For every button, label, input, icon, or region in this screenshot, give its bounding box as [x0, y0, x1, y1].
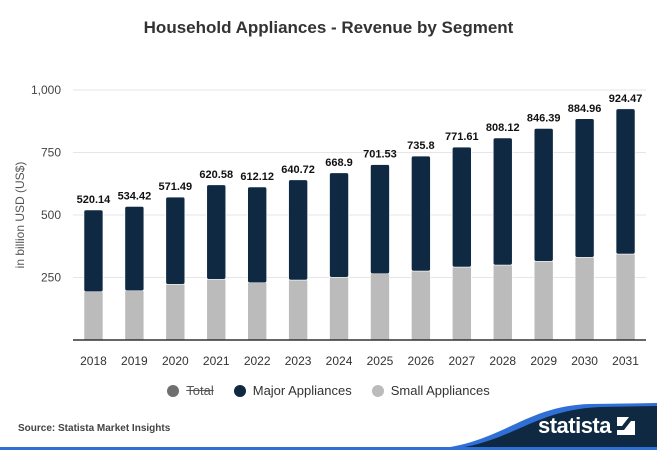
bar-major-appliances-2019[interactable]	[124, 206, 145, 292]
total-label-2027: 771.61	[445, 131, 479, 143]
total-label-2018: 520.14	[77, 194, 112, 206]
y-tick-label: 1,000	[31, 83, 61, 97]
total-label-2031: 924.47	[609, 93, 643, 105]
y-tick-label: 500	[41, 208, 61, 222]
legend-dot-major-appliances	[233, 384, 246, 397]
bar-small-appliances-2020[interactable]	[165, 283, 186, 341]
legend-dot-small-appliances	[371, 384, 384, 397]
x-tick-label-2027: 2027	[448, 354, 475, 368]
bar-small-appliances-2029[interactable]	[533, 260, 554, 341]
brand-name: statista	[537, 413, 612, 438]
y-tick-label: 750	[41, 146, 61, 160]
bar-major-appliances-2030[interactable]	[574, 118, 595, 258]
total-label-2026: 735.8	[407, 140, 435, 152]
bar-major-appliances-2020[interactable]	[165, 196, 186, 285]
source-note: Source: Statista Market Insights	[18, 423, 171, 434]
bar-major-appliances-2021[interactable]	[206, 184, 227, 280]
total-label-2028: 808.12	[486, 122, 520, 134]
x-tick-label-2029: 2029	[530, 354, 557, 368]
total-label-2030: 884.96	[568, 103, 602, 115]
legend: Total Major Appliances Small Appliances	[0, 383, 657, 398]
x-tick-label-2024: 2024	[326, 354, 353, 368]
bar-major-appliances-2024[interactable]	[329, 172, 349, 278]
bar-major-appliances-2023[interactable]	[288, 179, 308, 281]
total-label-2023: 640.72	[281, 164, 315, 176]
bar-small-appliances-2019[interactable]	[124, 290, 145, 341]
x-tick-label-2018: 2018	[80, 354, 107, 368]
bar-major-appliances-2031[interactable]	[615, 108, 636, 255]
total-label-2021: 620.58	[199, 169, 233, 181]
chart-title: Household Appliances - Revenue by Segmen…	[143, 18, 514, 37]
y-tick-label: 250	[41, 271, 61, 285]
x-tick-label-2031: 2031	[612, 354, 639, 368]
legend-label-total: Total	[186, 383, 214, 398]
bar-major-appliances-2027[interactable]	[452, 146, 472, 268]
legend-item-major-appliances[interactable]: Major Appliances	[233, 383, 352, 398]
bar-major-appliances-2028[interactable]	[492, 137, 513, 266]
bar-major-appliances-2022[interactable]	[247, 186, 267, 284]
bar-small-appliances-2031[interactable]	[615, 253, 636, 341]
bar-major-appliances-2026[interactable]	[411, 155, 431, 272]
bar-small-appliances-2018[interactable]	[83, 291, 104, 341]
chart-canvas: 520.14 534.42 571.49 620.58 612.12 640.72 668.…	[13, 83, 646, 368]
footer-banner	[0, 403, 657, 450]
legend-label-small-appliances: Small Appliances	[390, 383, 490, 398]
legend-dot-total	[167, 384, 180, 397]
axes: 250 500 750 1,000 in billion USD (US$) 2018 20…	[13, 83, 646, 368]
statista-logo[interactable]: statista	[538, 413, 635, 439]
x-tick-label-2022: 2022	[244, 354, 271, 368]
total-label-2029: 846.39	[527, 112, 561, 124]
total-label-2022: 612.12	[240, 171, 274, 183]
total-label-2025: 701.53	[363, 149, 397, 161]
legend-item-total[interactable]: Total	[167, 383, 214, 398]
data-labels: 520.14 534.42 571.49 620.58 612.12 640.72 668.…	[77, 93, 643, 206]
total-label-2020: 571.49	[158, 181, 192, 193]
bar-small-appliances-2027[interactable]	[452, 266, 472, 341]
bar-small-appliances-2025[interactable]	[370, 273, 390, 341]
x-tick-label-2023: 2023	[285, 354, 312, 368]
bar-small-appliances-2022[interactable]	[247, 282, 267, 341]
legend-item-small-appliances[interactable]: Small Appliances	[371, 383, 490, 398]
y-axis-title: in billion USD (US$)	[13, 162, 27, 269]
x-tick-label-2028: 2028	[489, 354, 516, 368]
bar-major-appliances-2029[interactable]	[533, 128, 554, 262]
bar-small-appliances-2028[interactable]	[492, 264, 513, 341]
statista-logo-icon	[617, 417, 635, 435]
bar-small-appliances-2030[interactable]	[574, 256, 595, 341]
bar-major-appliances-2018[interactable]	[83, 209, 104, 293]
bar-small-appliances-2024[interactable]	[329, 276, 349, 341]
bar-small-appliances-2023[interactable]	[288, 279, 308, 341]
bar-small-appliances-2026[interactable]	[411, 270, 431, 341]
x-tick-label-2026: 2026	[408, 354, 435, 368]
bar-small-appliances-2021[interactable]	[206, 278, 227, 341]
x-tick-label-2021: 2021	[203, 354, 230, 368]
x-tick-label-2019: 2019	[121, 354, 148, 368]
x-tick-label-2020: 2020	[162, 354, 189, 368]
legend-label-major-appliances: Major Appliances	[252, 383, 352, 398]
total-label-2019: 534.42	[118, 190, 152, 202]
x-tick-label-2030: 2030	[571, 354, 598, 368]
bars	[83, 108, 636, 341]
total-label-2024: 668.9	[325, 157, 353, 169]
bar-major-appliances-2025[interactable]	[370, 164, 390, 275]
x-tick-label-2025: 2025	[367, 354, 394, 368]
